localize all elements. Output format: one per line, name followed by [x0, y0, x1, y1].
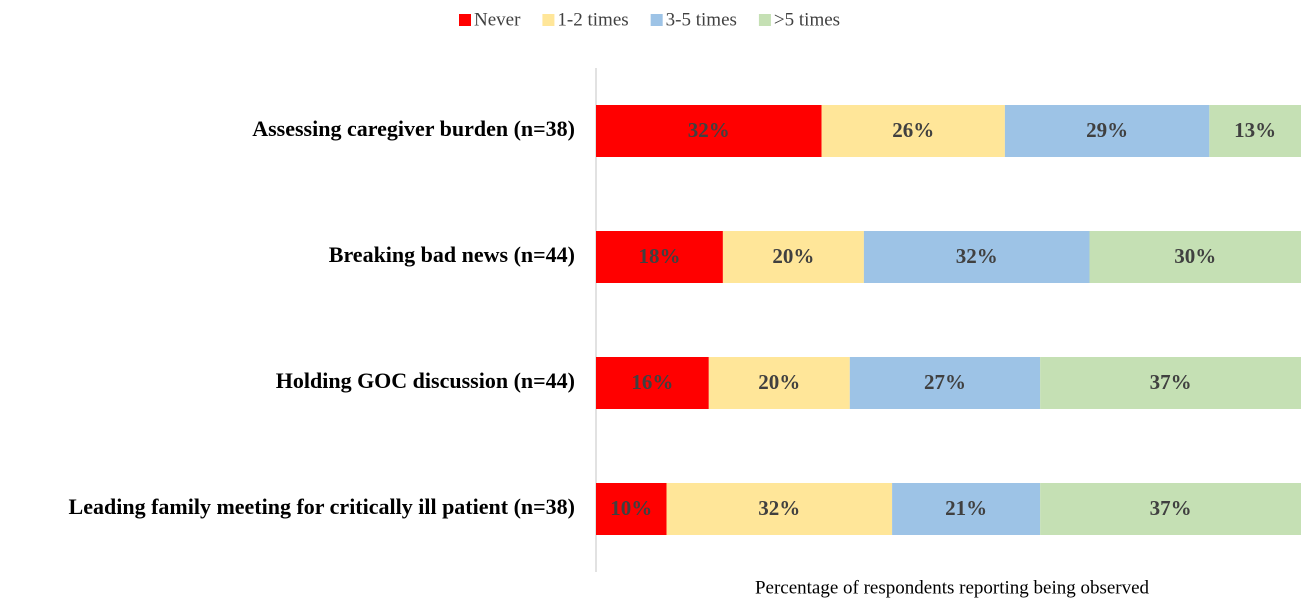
legend-swatch	[650, 14, 663, 26]
bar-segment	[1004, 105, 1210, 157]
data-label: 26%	[892, 118, 934, 142]
data-label: 16%	[631, 370, 673, 394]
bar-segment	[849, 357, 1041, 409]
legend-label: 3-5 times	[666, 9, 737, 30]
bar-segment	[1209, 105, 1301, 157]
legend-label: Never	[474, 9, 521, 30]
legend-swatch	[459, 14, 471, 26]
data-label: 37%	[1150, 496, 1192, 520]
bar-segment	[596, 231, 723, 283]
data-label: 32%	[758, 496, 800, 520]
bar-segment	[596, 483, 667, 535]
data-label: 32%	[688, 118, 730, 142]
bar-segment	[666, 483, 893, 535]
data-label: 37%	[1150, 370, 1192, 394]
bar-segment	[596, 357, 709, 409]
data-label: 20%	[772, 244, 814, 268]
y-tick-label: Holding GOC discussion (n=44)	[276, 368, 575, 393]
data-label: 29%	[1086, 118, 1128, 142]
data-label: 21%	[945, 496, 987, 520]
y-tick-label: Leading family meeting for critically il…	[69, 494, 575, 519]
y-tick-label: Assessing caregiver burden (n=38)	[252, 116, 575, 141]
data-label: 30%	[1174, 244, 1216, 268]
bar-segment	[708, 357, 850, 409]
data-label: 32%	[956, 244, 998, 268]
legend-label: 1-2 times	[557, 9, 628, 30]
x-axis-label: Percentage of respondents reporting bein…	[755, 577, 1150, 598]
data-label: 13%	[1234, 118, 1276, 142]
data-label: 20%	[758, 370, 800, 394]
bar-segment	[722, 231, 864, 283]
bar-segment	[821, 105, 1005, 157]
bar-segment	[892, 483, 1041, 535]
bar-segment	[1040, 483, 1301, 535]
legend-swatch	[542, 14, 555, 26]
bar-segment	[1040, 357, 1301, 409]
data-label: 27%	[924, 370, 966, 394]
bar-segment	[863, 231, 1090, 283]
data-label: 18%	[638, 244, 680, 268]
y-tick-label: Breaking bad news (n=44)	[329, 242, 575, 267]
legend-label: >5 times	[774, 9, 840, 30]
bar-segment	[596, 105, 822, 157]
bar-segment	[1089, 231, 1301, 283]
data-label: 10%	[610, 496, 652, 520]
legend-swatch	[758, 14, 771, 26]
